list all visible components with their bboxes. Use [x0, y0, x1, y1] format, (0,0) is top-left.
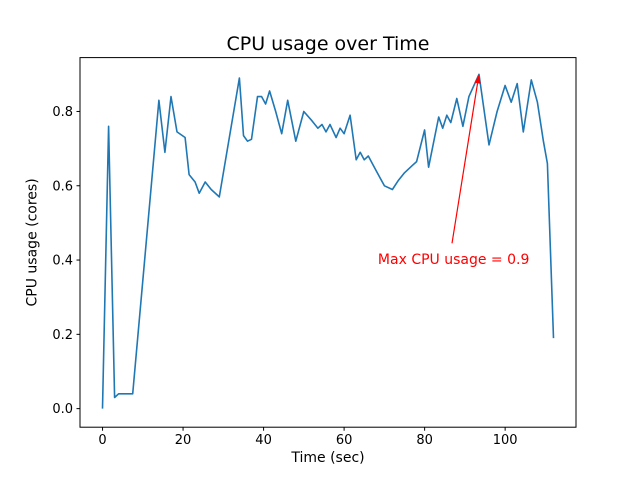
y-tick-label: 0.4: [52, 254, 73, 269]
y-axis-ticks: 0.0 0.2 0.4 0.6 0.8: [52, 105, 80, 417]
x-tick-label: 80: [416, 433, 433, 448]
cpu-usage-data-line: [101, 73, 555, 409]
x-tick-label: 60: [336, 433, 353, 448]
x-tick-label: 0: [98, 433, 106, 448]
annotation-arrow-line: [451, 83, 479, 244]
y-tick-label: 0.8: [52, 105, 73, 120]
chart-title: CPU usage over Time: [227, 33, 430, 55]
y-tick-label: 0.0: [52, 402, 73, 417]
max-annotation: Max CPU usage = 0.9: [378, 74, 529, 268]
x-axis-ticks: 0 20 40 60 80 100: [98, 427, 518, 448]
x-tick-label: 100: [493, 433, 518, 448]
x-tick-label: 40: [255, 433, 272, 448]
y-axis-label: CPU usage (cores): [25, 178, 41, 306]
y-tick-label: 0.2: [52, 328, 73, 343]
x-tick-label: 20: [175, 433, 192, 448]
plot-border: [79, 57, 577, 428]
y-tick-label: 0.6: [52, 179, 73, 194]
x-axis-label: Time (sec): [290, 450, 364, 466]
annotation-text: Max CPU usage = 0.9: [378, 252, 529, 268]
annotation-arrow-head: [474, 74, 481, 84]
